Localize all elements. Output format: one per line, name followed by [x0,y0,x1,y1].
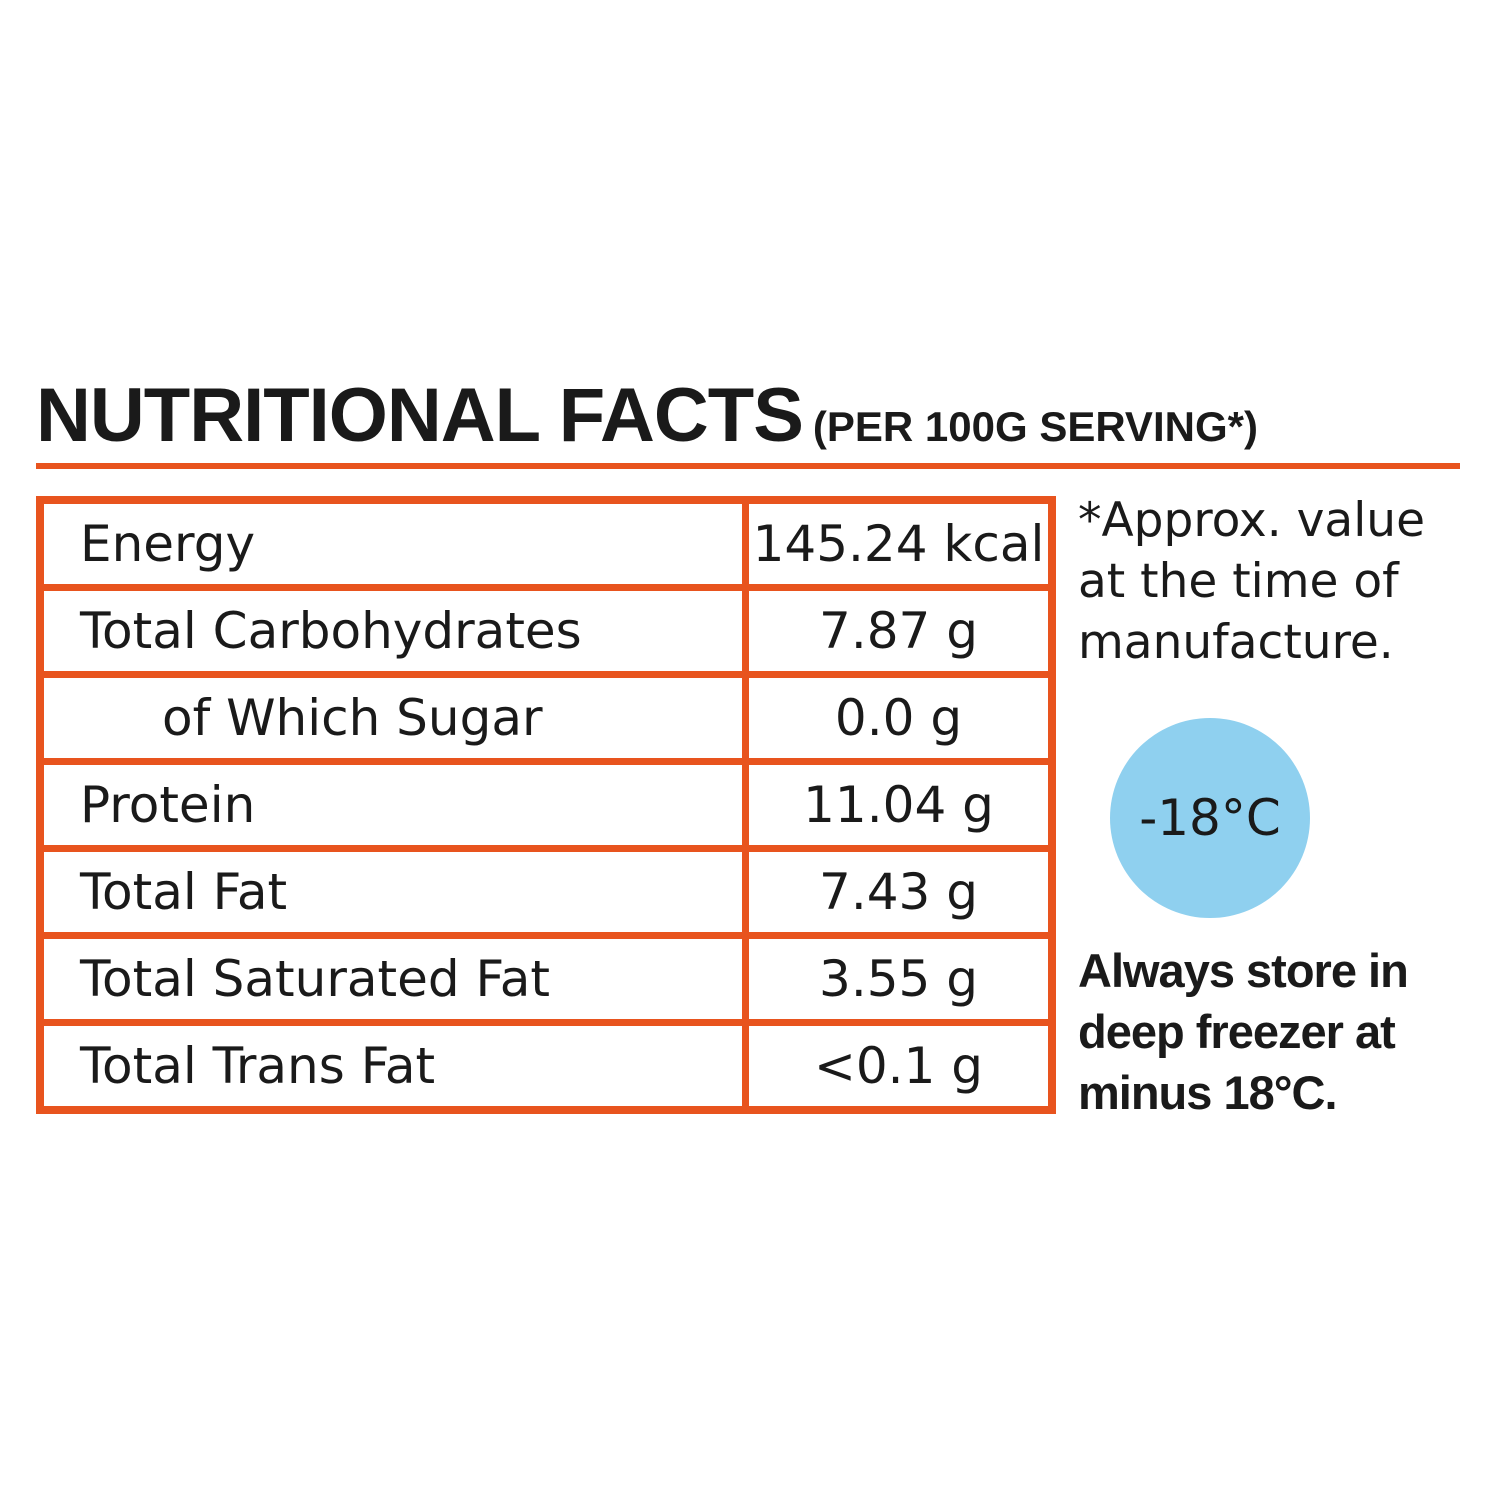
nutrient-label: Protein [36,758,749,852]
table-row: Total Carbohydrates 7.87 g [36,584,1056,678]
nutrient-label: Total Fat [36,845,749,939]
table-row: Total Saturated Fat 3.55 g [36,932,1056,1026]
nutrient-label: Total Trans Fat [36,1019,749,1114]
title: NUTRITIONAL FACTS [36,373,804,458]
nutrient-value: 3.55 g [742,932,1056,1026]
table-row: of Which Sugar 0.0 g [36,671,1056,765]
nutrient-value: 145.24 kcal [742,496,1056,591]
nutrient-label: Total Saturated Fat [36,932,749,1026]
title-block: NUTRITIONAL FACTS (PER 100G SERVING*) [36,372,1258,459]
temperature-badge: -18°C [1110,718,1310,918]
storage-note: Always store in deep freezer at minus 18°C… [1078,940,1409,1123]
note-line: *Approx. value [1078,493,1425,548]
table-row: Energy 145.24 kcal [36,496,1056,591]
note-line: manufacture. [1078,615,1394,670]
nutrient-value: 7.87 g [742,584,1056,678]
storage-line: Always store in [1078,944,1409,997]
storage-line: minus 18°C. [1078,1066,1338,1119]
storage-line: deep freezer at [1078,1005,1396,1058]
nutrition-table: Energy 145.24 kcal Total Carbohydrates 7.87… [36,496,1056,1114]
note: *Approx. value at the time of manufacture. [1078,490,1425,673]
table-row: Total Trans Fat <0.1 g [36,1019,1056,1114]
nutrient-label: Energy [36,496,749,591]
nutrient-label: Total Carbohydrates [36,584,749,678]
nutrient-label: of Which Sugar [36,671,749,765]
divider [36,463,1460,469]
nutrient-value: 7.43 g [742,845,1056,939]
table-row: Total Fat 7.43 g [36,845,1056,939]
subtitle: (PER 100G SERVING*) [812,403,1258,450]
note-line: at the time of [1078,554,1399,609]
nutrient-value: <0.1 g [742,1019,1056,1114]
table-row: Protein 11.04 g [36,758,1056,852]
nutrient-value: 11.04 g [742,758,1056,852]
nutrient-value: 0.0 g [742,671,1056,765]
